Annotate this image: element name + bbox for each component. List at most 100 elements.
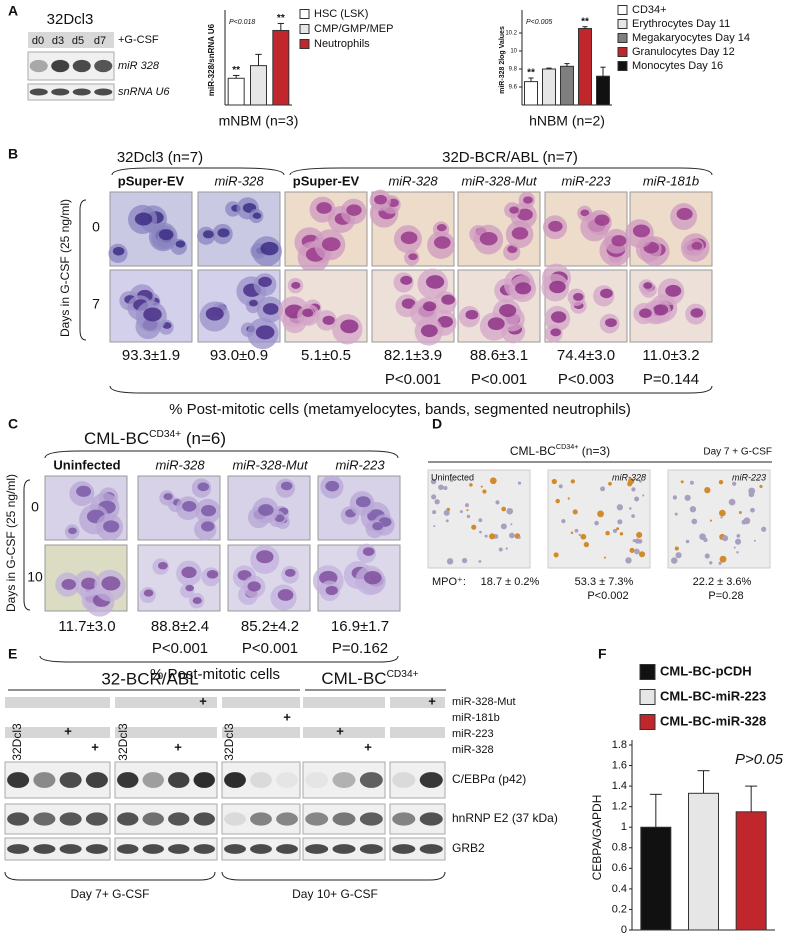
legend-label: CML-BC-miR-223 [660,688,766,703]
plus-mark: + [64,723,72,738]
legend-swatch [617,5,628,15]
row-shade [5,727,110,738]
y-tick-label: 10 [510,49,517,55]
nucleus [206,570,219,579]
nucleus [247,581,261,592]
row-shade [303,697,385,708]
y-tick-label: 10.2 [505,31,517,37]
nucleus [175,240,186,248]
blot-band [117,844,139,854]
bar [640,826,672,931]
panel-title-part: CD34+ [556,442,579,451]
stained-cell [597,510,604,518]
blot-band [7,844,30,854]
nucleus [425,275,445,289]
legend-swatch [639,714,656,730]
lane-label: 32Dcl3 [222,723,236,761]
stained-cell [608,481,612,486]
day-label: 10 [27,569,43,585]
nucleus [157,561,168,570]
stained-cell [753,539,756,542]
blot-band [359,812,383,826]
nucleus [321,237,341,252]
column-header: miR-328-Mut [232,457,309,472]
bar [688,792,719,931]
nucleus [277,589,294,601]
blot-band [332,844,356,854]
stained-cell [625,557,632,564]
bar [250,65,267,106]
stained-cell [627,481,633,487]
nucleus [355,496,371,508]
nucleus [550,311,567,323]
blot-band [85,844,108,854]
stained-cell [501,506,507,512]
lane-label: d7 [94,35,106,47]
bar [560,65,574,106]
image-label: miR-328 [612,472,646,482]
micrograph [371,268,457,346]
x-axis-label: hNBM (n=2) [529,113,605,129]
nucleus [249,299,258,307]
legend-label: Erythrocytes Day 11 [632,18,730,30]
stained-cell [466,514,471,519]
percent-value: 93.3±1.9 [122,347,180,364]
image-label: Uninfected [431,472,474,482]
blot-band [33,844,56,854]
row-shade [390,697,445,708]
nucleus [325,480,340,492]
stained-cell [631,514,635,518]
mpo-value: 53.3 ± 7.3% [575,576,634,588]
stained-cell [638,551,646,558]
stained-cell [736,534,741,538]
micrograph [625,191,713,267]
blot-band [94,59,113,73]
column-header: pSuper-EV [118,173,185,188]
column-header: Uninfected [53,457,120,472]
blot-band [276,772,298,788]
micrograph [369,189,455,267]
y-axis-label: miR-328/snRNA U6 [207,23,216,96]
micrograph [312,543,401,612]
blot-band [51,59,70,73]
blot-band [7,812,30,826]
stained-cell [471,524,477,530]
significance-marker: ** [527,68,535,79]
bracket [221,871,446,881]
nucleus [507,245,518,254]
panel-label: F [598,646,607,662]
stained-cell [466,509,469,512]
stained-cell [736,551,739,554]
blot-band [85,812,108,826]
nucleus [643,282,653,289]
stained-cell [572,509,578,515]
group-title-part: CD34+ [387,669,419,680]
significance-marker: ** [232,65,240,76]
group-title: 32D-BCR/ABL (n=7) [442,149,578,166]
stained-cell [505,547,508,550]
panel-title-part: CD34+ [149,429,181,440]
legend-label: CD34+ [632,4,667,16]
stained-cell [495,500,500,505]
blot-bg [4,837,111,861]
stained-cell [718,480,724,485]
caption: % Post-mitotic cells [150,666,280,683]
percent-value: 16.9±1.7 [331,618,389,635]
stained-cell [558,484,563,489]
chart-annotation: P>0.05 [735,751,784,768]
blot-band [59,772,82,788]
nucleus [202,230,214,239]
panel-label: D [432,416,442,432]
y-tick-label: 1.2 [612,801,627,813]
stained-cell [578,533,581,537]
stained-cell [721,535,729,542]
legend-swatch [617,19,628,29]
nucleus [509,206,519,214]
nucleus [205,307,224,321]
nucleus [499,304,517,317]
panel-title: CML-BCCD34+ (n=6) [84,429,226,448]
plus-mark: + [199,693,207,708]
legend-swatch [639,689,656,705]
y-tick-label: 0 [621,924,627,936]
nucleus [548,220,563,232]
